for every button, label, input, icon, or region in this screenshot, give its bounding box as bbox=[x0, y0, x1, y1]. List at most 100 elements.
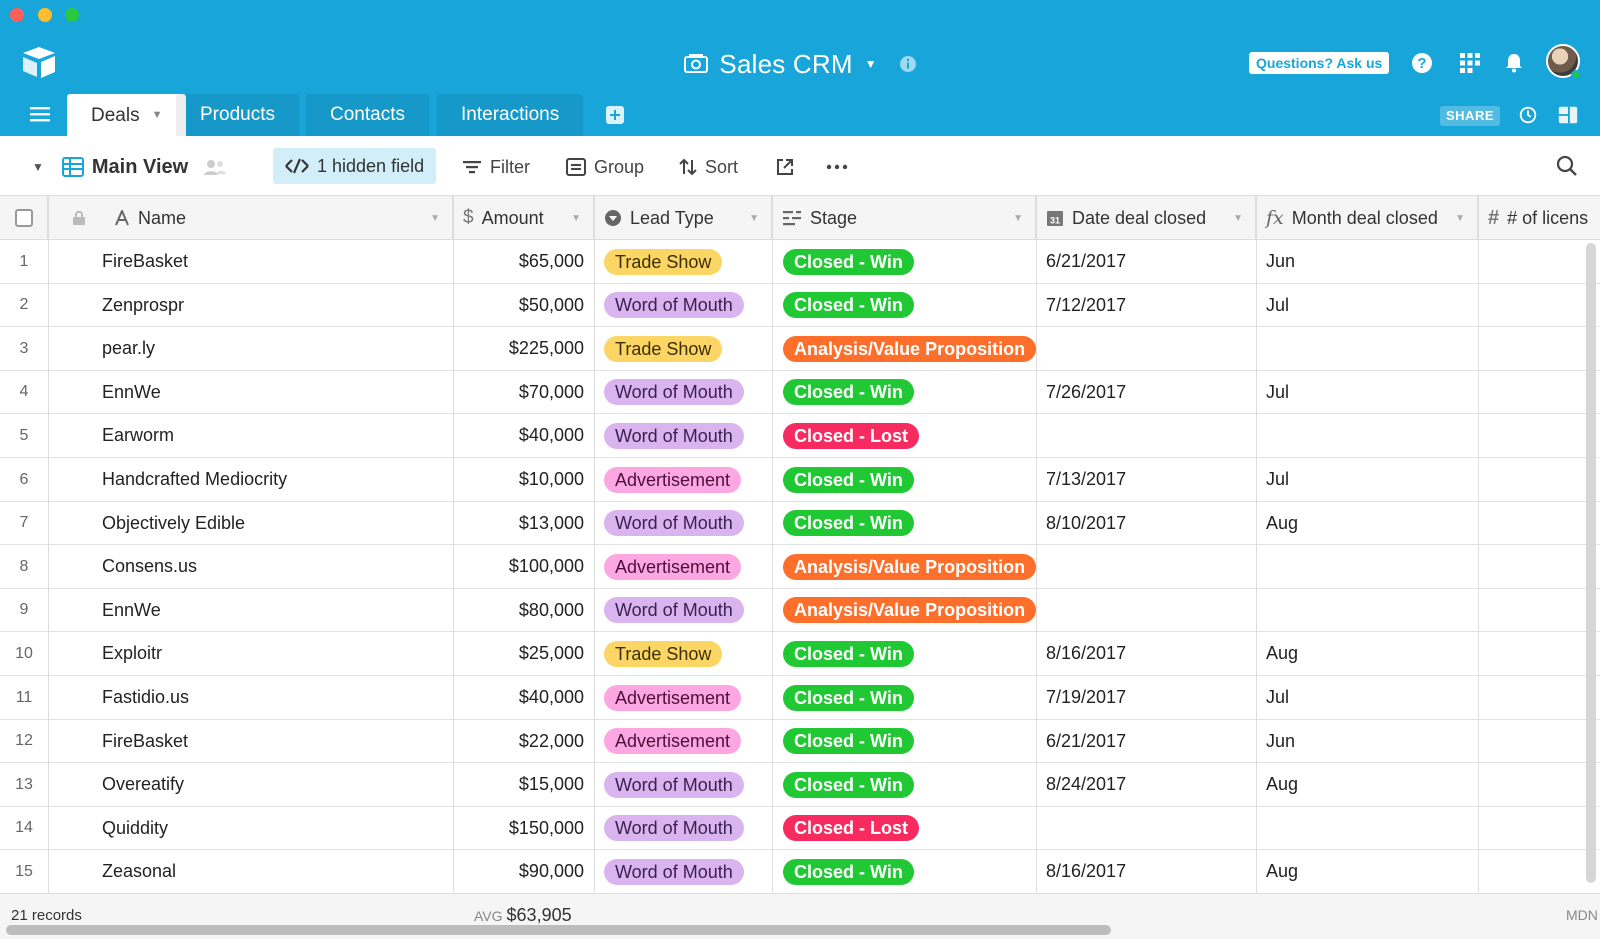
lead-type-cell[interactable]: Word of Mouth bbox=[604, 414, 744, 457]
name-cell[interactable]: Fastidio.us bbox=[102, 687, 190, 707]
name-cell[interactable]: Quiddity bbox=[102, 817, 169, 838]
amount-cell[interactable]: $70,000 bbox=[518, 381, 584, 402]
menu-icon[interactable] bbox=[30, 106, 50, 122]
name-cell[interactable]: Earworm bbox=[102, 425, 175, 446]
amount-summary[interactable]: AVG $63,905 bbox=[474, 905, 572, 926]
table-row[interactable]: 2 Zenprospr $50,000 Word of Mouth Closed - W… bbox=[0, 284, 1600, 328]
tab-interactions[interactable]: Interactions bbox=[437, 94, 584, 136]
name-cell[interactable]: pear.ly bbox=[102, 338, 156, 359]
lead-type-cell[interactable]: Word of Mouth bbox=[604, 763, 744, 806]
amount-cell[interactable]: $10,000 bbox=[518, 469, 584, 489]
date-closed-cell[interactable]: 7/13/2017 bbox=[1046, 469, 1127, 489]
column-header-date-closed[interactable]: 31 Date deal closed ▼ bbox=[1036, 196, 1256, 240]
column-header-stage[interactable]: Stage ▼ bbox=[772, 196, 1036, 240]
column-header-name[interactable]: Name ▼ bbox=[48, 196, 453, 240]
name-cell[interactable]: Exploitr bbox=[102, 643, 163, 664]
amount-cell[interactable]: $13,000 bbox=[518, 512, 584, 533]
date-closed-cell[interactable]: 8/24/2017 bbox=[1046, 774, 1127, 795]
name-cell[interactable]: FireBasket bbox=[102, 251, 189, 271]
lead-type-cell[interactable]: Word of Mouth bbox=[604, 284, 744, 327]
filter-button[interactable]: Filter bbox=[462, 150, 530, 184]
table-row[interactable]: 11 Fastidio.us $40,000 Advertisement Closed … bbox=[0, 676, 1600, 720]
window-close-button[interactable] bbox=[10, 8, 24, 22]
month-closed-cell[interactable]: Jul bbox=[1266, 294, 1290, 315]
month-closed-cell[interactable]: Aug bbox=[1266, 643, 1299, 664]
lead-type-cell[interactable]: Word of Mouth bbox=[604, 589, 744, 632]
select-all-checkbox[interactable] bbox=[14, 209, 33, 227]
lead-type-cell[interactable]: Trade Show bbox=[604, 240, 723, 283]
lead-type-cell[interactable]: Advertisement bbox=[604, 676, 742, 719]
base-icon[interactable] bbox=[683, 53, 709, 75]
table-row[interactable]: 3 pear.ly $225,000 Trade Show Analysis/Value… bbox=[0, 327, 1600, 371]
date-closed-cell[interactable]: 7/26/2017 bbox=[1046, 381, 1127, 402]
stage-cell[interactable]: Closed - Win bbox=[783, 850, 914, 893]
stage-cell[interactable]: Closed - Win bbox=[783, 763, 914, 806]
stage-cell[interactable]: Closed - Win bbox=[783, 676, 914, 719]
table-row[interactable]: 13 Overeatify $15,000 Word of Mouth Closed -… bbox=[0, 763, 1600, 807]
month-closed-cell[interactable]: Jul bbox=[1266, 469, 1290, 489]
vertical-scrollbar[interactable] bbox=[1586, 243, 1596, 883]
lead-type-cell[interactable]: Trade Show bbox=[604, 327, 723, 370]
month-closed-cell[interactable]: Jun bbox=[1266, 730, 1296, 751]
table-row[interactable]: 15 Zeasonal $90,000 Word of Mouth Closed - W… bbox=[0, 850, 1600, 894]
table-row[interactable]: 10 Exploitr $25,000 Trade Show Closed - Win 8… bbox=[0, 632, 1600, 676]
amount-cell[interactable]: $150,000 bbox=[508, 817, 584, 838]
date-closed-cell[interactable]: 7/12/2017 bbox=[1046, 294, 1127, 315]
chevron-down-icon[interactable]: ▼ bbox=[1455, 213, 1465, 224]
lead-type-cell[interactable]: Word of Mouth bbox=[604, 371, 744, 414]
stage-cell[interactable]: Analysis/Value Proposition bbox=[783, 545, 1037, 588]
amount-cell[interactable]: $25,000 bbox=[518, 643, 584, 664]
lead-type-cell[interactable]: Word of Mouth bbox=[604, 807, 744, 850]
table-row[interactable]: 1 FireBasket $65,000 Trade Show Closed - Win… bbox=[0, 240, 1600, 284]
month-closed-cell[interactable]: Jul bbox=[1266, 381, 1290, 402]
blocks-icon[interactable] bbox=[1557, 104, 1579, 126]
table-row[interactable]: 5 Earworm $40,000 Word of Mouth Closed - Los… bbox=[0, 414, 1600, 458]
stage-cell[interactable]: Closed - Lost bbox=[783, 414, 920, 457]
amount-cell[interactable]: $50,000 bbox=[518, 294, 584, 315]
name-cell[interactable]: EnnWe bbox=[102, 381, 161, 402]
lead-type-cell[interactable]: Advertisement bbox=[604, 458, 742, 501]
amount-cell[interactable]: $65,000 bbox=[518, 251, 584, 271]
lead-type-cell[interactable]: Word of Mouth bbox=[604, 502, 744, 545]
stage-cell[interactable]: Closed - Lost bbox=[783, 807, 920, 850]
chevron-down-icon[interactable]: ▼ bbox=[430, 213, 440, 224]
hidden-fields-button[interactable]: 1 hidden field bbox=[273, 148, 437, 184]
name-cell[interactable]: Handcrafted Mediocrity bbox=[102, 469, 288, 489]
stage-cell[interactable]: Closed - Win bbox=[783, 502, 914, 545]
chevron-down-icon[interactable]: ▼ bbox=[151, 109, 163, 121]
share-view-icon[interactable] bbox=[775, 157, 795, 177]
chevron-down-icon[interactable]: ▼ bbox=[864, 57, 877, 71]
tab-deals[interactable]: Deals ▼ bbox=[67, 94, 187, 136]
name-cell[interactable]: Zeasonal bbox=[102, 861, 177, 882]
stage-cell[interactable]: Closed - Win bbox=[783, 632, 914, 675]
table-row[interactable]: 14 Quiddity $150,000 Word of Mouth Closed - … bbox=[0, 807, 1600, 851]
date-closed-cell[interactable]: 6/21/2017 bbox=[1046, 730, 1127, 751]
search-icon[interactable] bbox=[1556, 155, 1578, 177]
table-row[interactable]: 9 EnnWe $80,000 Word of Mouth Analysis/Value… bbox=[0, 589, 1600, 633]
collaborators-icon[interactable] bbox=[202, 157, 228, 177]
stage-cell[interactable]: Closed - Win bbox=[783, 240, 914, 283]
name-cell[interactable]: Zenprospr bbox=[102, 294, 185, 315]
date-closed-cell[interactable]: 6/21/2017 bbox=[1046, 251, 1127, 271]
table-row[interactable]: 6 Handcrafted Mediocrity $10,000 Advertisem… bbox=[0, 458, 1600, 502]
amount-cell[interactable]: $100,000 bbox=[508, 556, 584, 577]
column-header-month-closed[interactable]: fx Month deal closed ▼ bbox=[1256, 196, 1478, 240]
horizontal-scrollbar[interactable] bbox=[6, 925, 1111, 935]
month-closed-cell[interactable]: Jun bbox=[1266, 251, 1296, 271]
chevron-down-icon[interactable]: ▼ bbox=[571, 213, 581, 224]
chevron-down-icon[interactable]: ▼ bbox=[749, 213, 759, 224]
stage-cell[interactable]: Closed - Win bbox=[783, 720, 914, 763]
stage-cell[interactable]: Analysis/Value Proposition bbox=[783, 589, 1037, 632]
stage-cell[interactable]: Closed - Win bbox=[783, 284, 914, 327]
stage-cell[interactable]: Closed - Win bbox=[783, 458, 914, 501]
add-table-icon[interactable] bbox=[606, 106, 624, 124]
amount-cell[interactable]: $90,000 bbox=[518, 861, 584, 882]
month-closed-cell[interactable]: Aug bbox=[1266, 774, 1299, 795]
questions-button[interactable]: Questions? Ask us bbox=[1249, 52, 1390, 74]
help-icon[interactable]: ? bbox=[1410, 51, 1434, 75]
month-closed-cell[interactable]: Aug bbox=[1266, 512, 1299, 533]
name-cell[interactable]: EnnWe bbox=[102, 599, 161, 620]
amount-cell[interactable]: $80,000 bbox=[518, 599, 584, 620]
tab-contacts[interactable]: Contacts bbox=[306, 94, 429, 136]
amount-cell[interactable]: $40,000 bbox=[518, 687, 584, 707]
